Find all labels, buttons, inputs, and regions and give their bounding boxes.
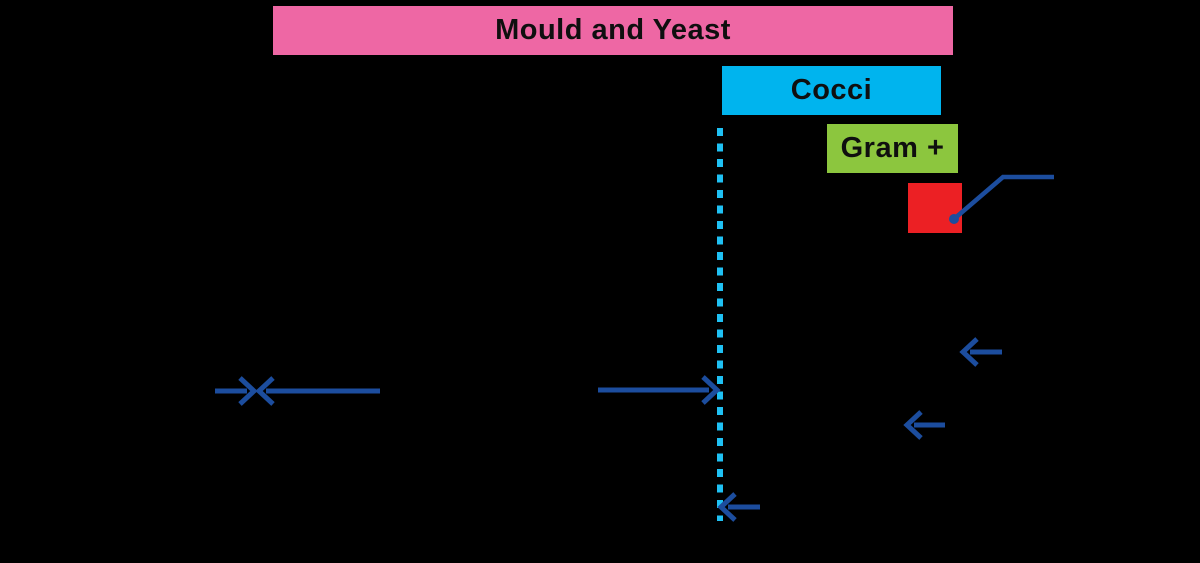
upper-right-left-arrow-icon (959, 337, 1002, 367)
dashed-line-bottom-left-arrow-icon (717, 492, 760, 522)
bar-cocci: Cocci (722, 66, 941, 115)
to-dashed-line-arrow-icon (598, 375, 721, 405)
red-square-marker (908, 183, 962, 233)
red-square-callout-line (952, 174, 1054, 221)
mid-right-left-arrow-icon (903, 410, 945, 440)
bar-mould-and-yeast: Mould and Yeast (273, 6, 953, 55)
converge-left-arrow-icon (255, 376, 380, 406)
converge-right-arrow-icon (215, 376, 258, 406)
bar-label-gram-positive: Gram + (840, 132, 945, 164)
bar-label-cocci: Cocci (790, 74, 873, 106)
bar-label-mould-and-yeast: Mould and Yeast (495, 14, 731, 46)
bar-gram-positive: Gram + (827, 124, 958, 173)
